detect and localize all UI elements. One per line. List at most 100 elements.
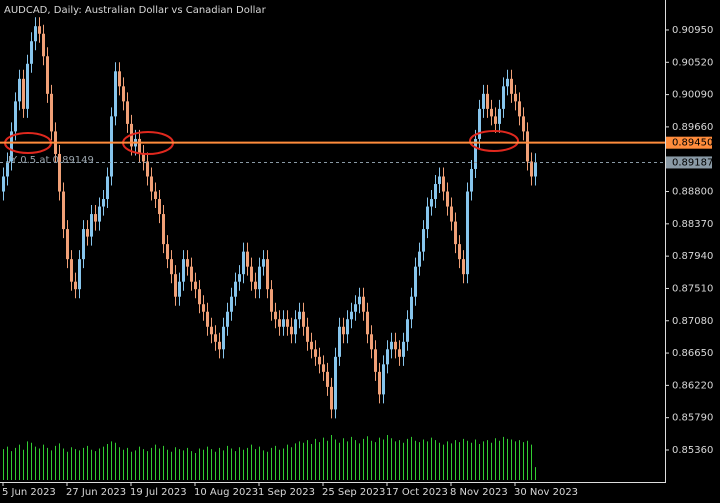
candle-body <box>166 244 169 260</box>
candle-body <box>270 289 273 312</box>
candle-body <box>530 161 533 177</box>
candle-body <box>170 259 173 275</box>
candle-body <box>82 229 85 260</box>
candle-body <box>250 266 253 282</box>
candle-body <box>306 326 309 342</box>
chart-title: AUDCAD, Daily: Australian Dollar vs Cana… <box>4 5 267 16</box>
x-tick-label: 5 Jun 2023 <box>2 487 56 498</box>
candle-body <box>262 259 265 267</box>
candle-body <box>30 41 33 64</box>
candle-body <box>58 153 61 192</box>
candle-body <box>178 281 181 297</box>
x-tick-label: 1 Sep 2023 <box>258 487 315 498</box>
candle-body <box>126 101 129 124</box>
candle-body <box>246 251 249 267</box>
candle-body <box>70 259 73 282</box>
x-tick-label: 10 Aug 2023 <box>194 487 258 498</box>
candle-body <box>342 326 345 335</box>
candle-body <box>194 281 197 290</box>
candle-body <box>190 266 193 282</box>
candle-body <box>458 244 461 260</box>
x-tick-label: 25 Sep 2023 <box>322 487 385 498</box>
candle-body <box>66 229 69 260</box>
x-tick-label: 19 Jul 2023 <box>130 487 187 498</box>
candle-body <box>390 341 393 350</box>
candle-body <box>366 311 369 335</box>
candle-body <box>310 341 313 350</box>
candle-body <box>158 199 161 215</box>
candle-body <box>294 319 297 335</box>
candle-body <box>106 176 109 200</box>
candle-body <box>146 161 149 177</box>
candle-body <box>258 266 261 290</box>
candle-body <box>182 259 185 282</box>
candle-body <box>498 108 501 124</box>
candle-body <box>414 266 417 297</box>
candle-body <box>162 214 165 245</box>
candle-body <box>334 356 337 410</box>
candle-body <box>10 131 13 162</box>
candle-body <box>38 26 41 34</box>
candle-body <box>478 108 481 139</box>
candle-body <box>450 206 453 222</box>
candle-body <box>154 191 157 200</box>
candle-body <box>426 206 429 230</box>
candle-body <box>358 296 361 305</box>
candle-body <box>234 281 237 297</box>
candle-body <box>242 251 245 275</box>
candle-body <box>462 259 465 275</box>
y-tick-label: 0.87940 <box>672 251 713 262</box>
candle-body <box>434 184 437 200</box>
candle-body <box>26 63 29 109</box>
candle-body <box>502 86 505 109</box>
candle-body <box>386 349 389 365</box>
annotation: IY 0.5 at 0.89149 <box>8 155 94 166</box>
candle-body <box>438 176 441 185</box>
candle-body <box>354 304 357 312</box>
candle-body <box>282 319 285 327</box>
candle-body <box>62 191 65 230</box>
candle-body <box>222 326 225 350</box>
candle-body <box>494 116 497 124</box>
x-tick-label: 17 Oct 2023 <box>386 487 448 498</box>
candle-body <box>534 162 537 177</box>
candle-body <box>50 93 53 132</box>
candle-body <box>330 386 333 410</box>
y-tick-label: 0.90520 <box>672 57 713 68</box>
candle-body <box>86 229 89 237</box>
y-tick-label: 0.85790 <box>672 413 713 424</box>
y-tick-label: 0.90950 <box>672 25 713 36</box>
candle-body <box>430 199 433 207</box>
y-tick-label: 0.86650 <box>672 348 713 359</box>
candle-body <box>118 71 121 87</box>
x-tick-label: 8 Nov 2023 <box>450 487 508 498</box>
candle-body <box>474 138 477 169</box>
candle-body <box>518 101 521 117</box>
candle-body <box>526 131 529 162</box>
candle-body <box>214 334 217 342</box>
candle-body <box>150 176 153 192</box>
candle-body <box>406 319 409 342</box>
candle-body <box>318 356 321 365</box>
price-label-box <box>666 136 712 149</box>
candle-body <box>74 281 77 290</box>
candle-body <box>42 33 45 57</box>
candle-body <box>78 259 81 290</box>
price-label: 0.89450 <box>672 138 713 149</box>
candle-body <box>210 326 213 335</box>
candle-body <box>370 334 373 350</box>
candle-body <box>98 206 101 222</box>
candle-body <box>394 341 397 350</box>
candle-body <box>522 116 525 132</box>
candle-body <box>174 274 177 297</box>
candle-body <box>254 281 257 290</box>
candle-body <box>322 364 325 372</box>
candle-body <box>2 176 5 192</box>
candle-body <box>218 341 221 350</box>
candle-body <box>22 78 25 109</box>
candle-body <box>202 304 205 312</box>
candle-body <box>186 259 189 267</box>
